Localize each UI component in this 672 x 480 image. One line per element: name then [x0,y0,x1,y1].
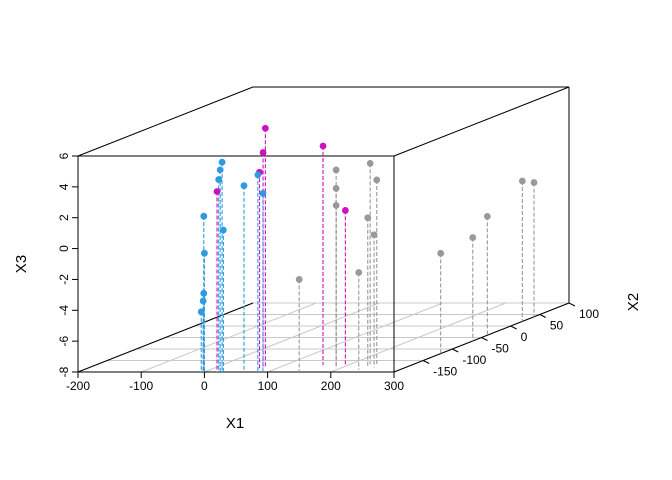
x-tick-label: 300 [384,379,404,393]
y-tick-label: 100 [579,307,599,321]
data-point [469,234,477,241]
data-point [215,176,223,183]
data-point [355,269,363,276]
z-tick-label: 4 [57,183,71,190]
data-point [483,213,491,220]
y-tick-mark [422,360,430,364]
data-point [332,185,340,192]
box-edge [393,86,570,157]
y-tick-mark [539,314,547,318]
data-point [259,190,267,197]
y-tick-label: -50 [492,342,510,356]
z-tick-label: 0 [57,245,71,252]
data-point [199,297,207,305]
data-point [261,124,269,132]
drop-lines [200,128,535,372]
data-point [201,249,208,257]
z-tick-label: -4 [57,305,71,316]
z-tick-label: -2 [57,274,71,285]
data-point [197,308,205,316]
floor-grid [77,302,570,373]
x-tick-label: -200 [66,379,90,393]
data-point [218,158,226,166]
data-point [437,249,445,257]
box-edge [77,86,254,157]
x-tick-label: 100 [258,379,278,393]
data-point [259,149,267,156]
data-point [530,179,538,186]
data-point [216,166,224,174]
data-point [200,212,208,220]
y-tick-label: 0 [521,330,528,344]
data-point [518,177,526,185]
y-tick-label: -100 [462,353,486,367]
data-point [364,214,372,222]
data-point [370,231,378,239]
data-point [295,276,303,283]
z-tick-label: -6 [57,335,71,346]
y-tick-mark [481,337,488,341]
y-tick-label: -150 [433,365,457,379]
data-point [200,289,208,297]
z-tick-label: 2 [57,214,71,221]
data-point [254,171,262,179]
data-point [240,182,248,190]
x-axis-title: X1 [226,415,244,432]
z-tick-label: -8 [57,366,71,377]
y-tick-mark [510,325,517,330]
data-points [197,124,538,316]
x-axis-ticks: -200 -100 0 100 200 300 [66,372,404,393]
x-tick-label: -100 [129,379,153,393]
x-tick-label: 200 [321,379,341,393]
data-point [341,207,349,214]
data-point [332,202,340,209]
y-tick-mark [568,302,576,307]
data-point [366,159,374,167]
data-point [319,142,327,150]
x-tick-label: 0 [201,379,208,393]
y-axis-ticks: -150 -100 -50 0 50 100 [422,302,599,379]
z-axis-title: X3 [13,255,30,273]
y-tick-mark [452,348,459,353]
y-tick-label: 50 [550,319,564,333]
z-tick-label: 6 [57,152,71,159]
data-point [332,166,340,174]
z-axis-ticks: -8 -6 -4 -2 0 2 4 6 [57,152,78,377]
data-point [373,176,381,184]
data-point [219,226,227,234]
data-point [213,188,221,195]
y-axis-title: X2 [625,293,642,311]
